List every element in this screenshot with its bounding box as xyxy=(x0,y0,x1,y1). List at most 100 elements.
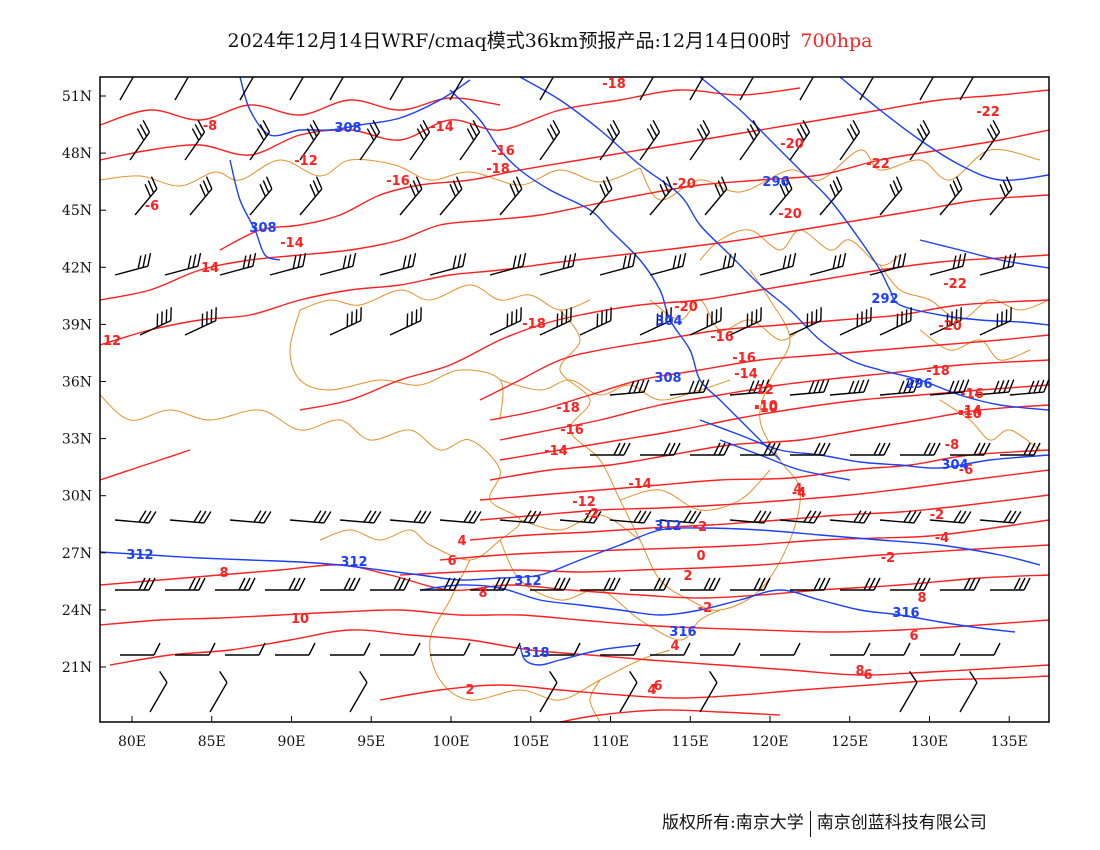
temperature-label: -2 xyxy=(585,507,599,522)
wind-barb xyxy=(929,510,972,524)
wind-barb xyxy=(829,510,872,524)
wind-barb xyxy=(959,77,978,101)
wind-barb xyxy=(689,120,711,161)
temperature-label: -10 xyxy=(754,399,778,414)
temperature-label: 8 xyxy=(917,591,926,606)
wind-barb xyxy=(639,307,672,336)
wind-barb xyxy=(650,642,691,656)
temperature-isoline xyxy=(479,449,1049,501)
border-line xyxy=(499,379,731,401)
temperature-label: -18 xyxy=(926,364,950,379)
wind-barb xyxy=(559,510,602,524)
wind-barb xyxy=(879,379,920,396)
lat-label: 42N xyxy=(62,260,92,276)
temperature-isoline xyxy=(100,564,1049,599)
wind-barb xyxy=(165,577,206,591)
wind-barb xyxy=(799,77,818,101)
lon-label: 105E xyxy=(512,734,549,750)
wind-barb xyxy=(699,670,718,713)
wind-barb xyxy=(809,252,847,276)
wind-barb xyxy=(729,379,770,396)
wind-barb xyxy=(134,176,158,216)
lon-label: 125E xyxy=(831,734,868,750)
wind-barb xyxy=(539,77,558,101)
temperature-label: -16 xyxy=(960,387,984,402)
wind-barb xyxy=(680,577,721,591)
wind-barb xyxy=(114,510,157,524)
wind-barbs xyxy=(114,77,1049,713)
wind-barb xyxy=(630,577,671,591)
wind-barb xyxy=(790,577,831,591)
wind-barb xyxy=(249,120,271,161)
wind-barb xyxy=(189,176,213,216)
wind-barb xyxy=(174,77,193,101)
temperature-isoline xyxy=(489,404,1049,481)
wind-barb xyxy=(229,510,272,524)
temperature-label: 8 xyxy=(478,586,487,601)
wind-barb xyxy=(169,510,212,524)
temperature-isoline xyxy=(109,629,1049,676)
wind-barb xyxy=(209,670,228,713)
temperature-isoline xyxy=(219,89,1049,251)
map-frame xyxy=(99,76,1050,723)
wind-barb xyxy=(319,252,357,276)
wind-barb xyxy=(870,642,911,656)
temperature-label: -4 xyxy=(935,531,949,546)
height-label: 316 xyxy=(892,606,919,621)
wind-barb xyxy=(249,176,273,216)
credit-right: 南京创蓝科技有限公司 xyxy=(816,813,987,833)
height-isoline xyxy=(699,77,1049,326)
wind-barb xyxy=(590,442,631,456)
wind-barb xyxy=(729,510,772,524)
temperature-label: 4 xyxy=(793,482,802,497)
temperature-label: 10 xyxy=(291,612,309,627)
height-isoline xyxy=(229,159,281,261)
temperature-label: 6 xyxy=(863,668,872,683)
temperature-label: -14 xyxy=(430,120,454,135)
wind-barb xyxy=(790,442,831,456)
lon-label: 130E xyxy=(911,734,948,750)
height-label: 292 xyxy=(871,292,898,307)
title-level: 700hpa xyxy=(800,30,873,52)
wind-barb xyxy=(539,120,561,161)
temperature-label: 6 xyxy=(653,679,662,694)
wind-barb xyxy=(339,510,382,524)
height-isoline xyxy=(100,527,1041,581)
wind-barb xyxy=(1009,379,1049,396)
lon-label: 90E xyxy=(277,734,305,750)
wind-barb xyxy=(149,670,168,713)
lat-label: 36N xyxy=(62,375,92,391)
wind-barb xyxy=(119,77,138,101)
temperature-label: -20 xyxy=(938,319,962,334)
wind-barb xyxy=(389,77,408,101)
height-label: 312 xyxy=(340,555,367,570)
temperature-isoline xyxy=(299,254,1049,411)
temperature-isoline xyxy=(499,384,1049,461)
temperature-label: 2 xyxy=(465,683,474,698)
height-isoline xyxy=(699,419,1049,469)
credit-separator xyxy=(809,810,811,837)
height-label: 304 xyxy=(941,458,968,473)
lat-label: 51N xyxy=(62,89,92,105)
lat-label: 24N xyxy=(62,603,92,619)
temperature-isoline xyxy=(399,544,1049,576)
wind-barb xyxy=(299,120,321,161)
wind-barb xyxy=(579,307,612,336)
height-isoline xyxy=(919,239,1049,269)
wind-barb xyxy=(329,77,348,101)
border-line xyxy=(619,469,771,511)
wind-barb xyxy=(690,442,731,456)
wind-barb xyxy=(839,307,872,336)
temperature-label: -14 xyxy=(958,404,982,419)
lat-label: 48N xyxy=(62,146,92,162)
wind-barb xyxy=(459,120,481,161)
temperature-isoline xyxy=(479,299,1049,401)
lat-label: 45N xyxy=(62,203,92,219)
wind-barb xyxy=(389,307,422,336)
longitude-axis: 80E 85E 90E 95E 100E 105E 110E 115E 120E 125E 130E… xyxy=(118,716,1028,750)
lon-label: 95E xyxy=(357,734,385,750)
height-isoline xyxy=(719,439,851,481)
temperature-label: -16 xyxy=(710,330,734,345)
temperature-label: -2 xyxy=(693,520,707,535)
wind-barb xyxy=(599,120,621,161)
